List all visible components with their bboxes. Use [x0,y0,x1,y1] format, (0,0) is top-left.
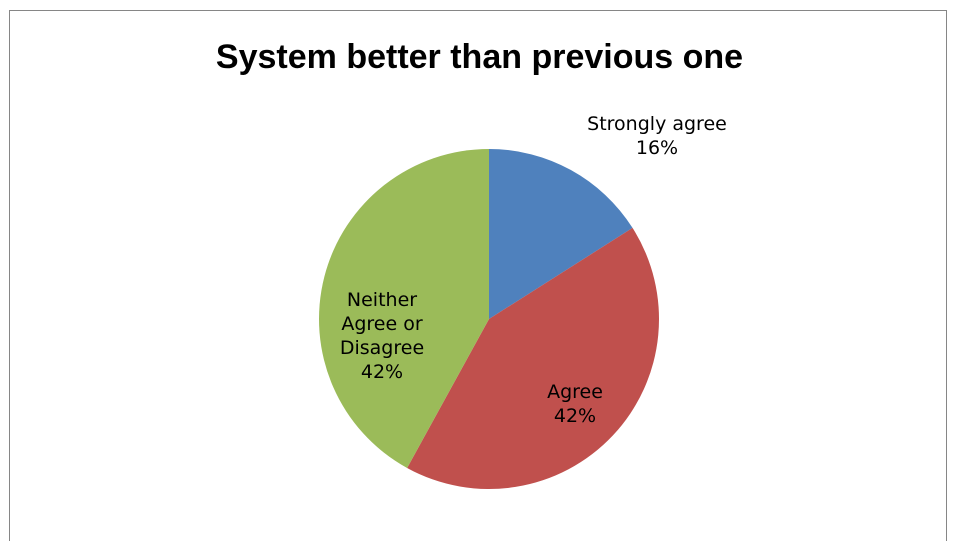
pie-slice-agree [407,227,660,490]
slice-label-neither-agree-or-disagree: Neither Agree or Disagree 42% [340,289,424,383]
slice-label-line: Disagree [340,337,424,359]
pie-labels: Strongly agree 16%Agree 42%Neither Agree or… [340,113,727,427]
slice-label-agree: Agree 42% [547,381,603,427]
slice-label-line: Strongly agree [587,113,727,135]
slice-label-line: 42% [554,405,596,427]
slice-label-line: Neither [347,289,417,311]
pie-slice-strongly-agree [489,149,633,319]
slice-label-strongly-agree: Strongly agree 16% [587,113,727,159]
pie-slices [319,149,660,490]
slice-label-line: Agree or [341,313,422,335]
chart-title: System better than previous one [215,38,744,76]
pie-slice-neither-agree-or-disagree [319,149,489,468]
slice-label-line: 16% [636,137,678,159]
slice-label-line: Agree [547,381,603,403]
slice-label-line: 42% [361,361,403,383]
